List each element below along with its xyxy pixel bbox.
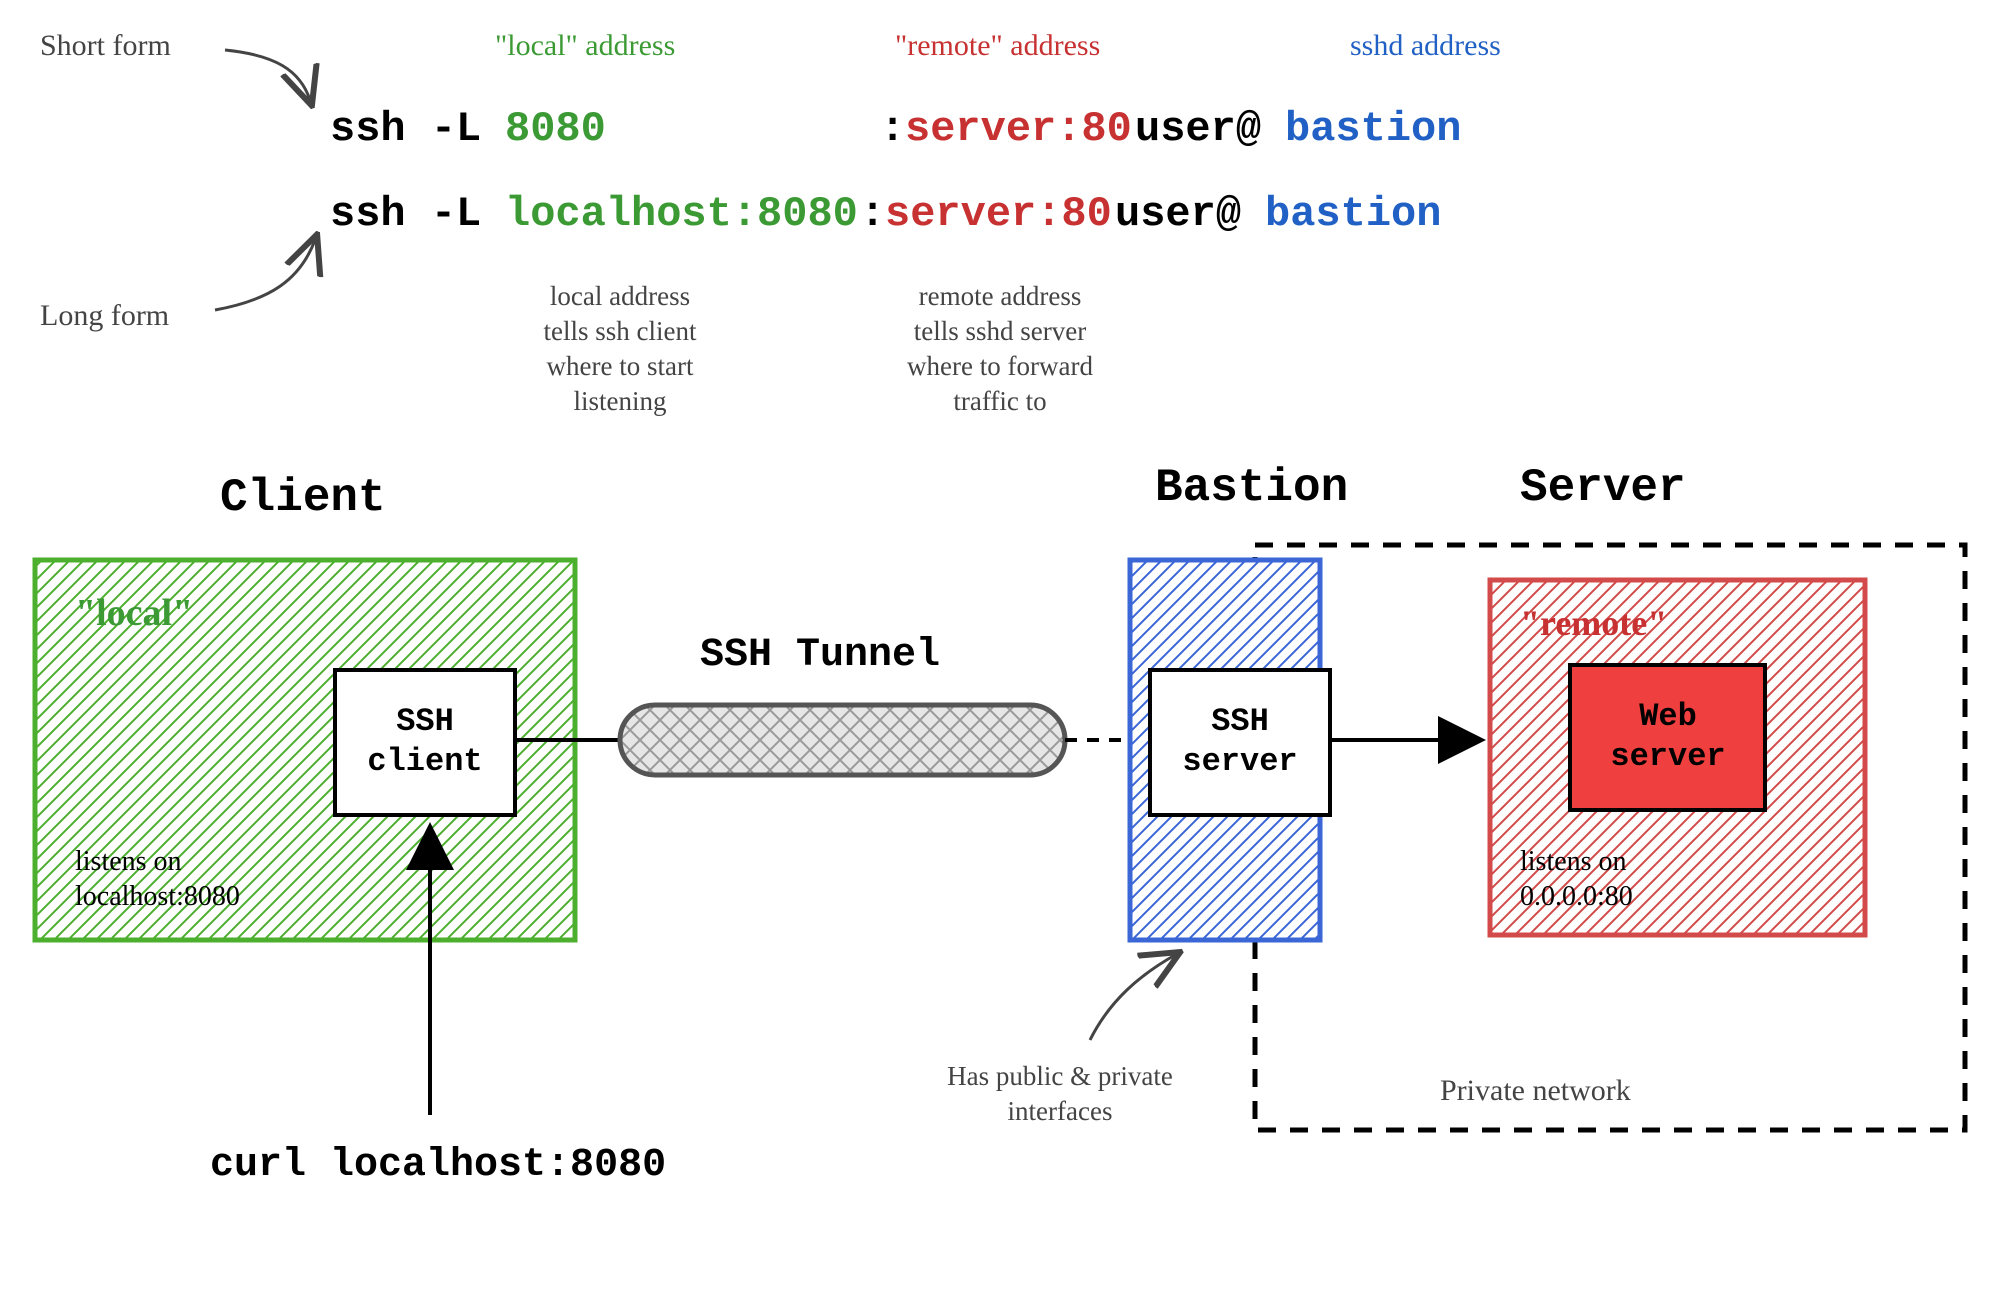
cmd-remote-long: server:80	[885, 190, 1112, 238]
cmd-ssh-short: ssh -L	[330, 105, 481, 153]
cmd-colon-long: :	[860, 190, 885, 238]
server-title: Server	[1520, 462, 1686, 514]
web-server-l1: Web	[1639, 698, 1697, 735]
remote-box-label: "remote"	[1520, 603, 1667, 643]
local-note: local address tells ssh client where to …	[544, 281, 697, 416]
ssh-client-l2: client	[367, 743, 482, 780]
cmd-bastion-short: bastion	[1285, 105, 1461, 153]
short-form-label: Short form	[40, 29, 171, 62]
ssh-client-l1: SSH	[396, 703, 454, 740]
ssh-server-l2: server	[1182, 743, 1297, 780]
sshd-address-label: sshd address	[1350, 29, 1501, 62]
long-form-command: ssh -L localhost:8080 : server:80 user@ …	[330, 190, 1441, 238]
cmd-local-long: localhost:8080	[505, 190, 858, 238]
cmd-colon-short: :	[880, 105, 905, 153]
svg-text:interfaces: interfaces	[1008, 1096, 1113, 1126]
svg-text:localhost:8080: localhost:8080	[75, 881, 240, 912]
cmd-bastion-long: bastion	[1265, 190, 1441, 238]
bastion-title: Bastion	[1155, 462, 1348, 514]
svg-text:traffic to: traffic to	[953, 386, 1046, 416]
svg-text:tells ssh client: tells ssh client	[544, 316, 697, 346]
remote-address-label: "remote" address	[895, 29, 1100, 62]
cmd-remote-short: server:80	[905, 105, 1132, 153]
svg-text:Has public & private: Has public & private	[947, 1061, 1173, 1091]
svg-text:listens on: listens on	[1520, 846, 1627, 877]
curl-command: curl localhost:8080	[210, 1143, 666, 1188]
svg-text:listens on: listens on	[75, 846, 182, 877]
ssh-server-l1: SSH	[1211, 703, 1269, 740]
tunnel-label: SSH Tunnel	[700, 633, 940, 678]
long-form-label: Long form	[40, 299, 169, 332]
svg-text:0.0.0.0:80: 0.0.0.0:80	[1520, 881, 1633, 912]
local-address-label: "local" address	[495, 29, 675, 62]
bastion-note-arrow	[1090, 955, 1175, 1040]
svg-text:where to forward: where to forward	[907, 351, 1093, 381]
cmd-ssh-long: ssh -L	[330, 190, 481, 238]
client-title: Client	[220, 472, 386, 524]
svg-text:where to start: where to start	[547, 351, 694, 381]
local-box-label: "local"	[75, 592, 193, 634]
bastion-interfaces-note: Has public & private interfaces	[947, 1061, 1173, 1126]
svg-text:tells sshd server: tells sshd server	[914, 316, 1086, 346]
cmd-user-short: user@	[1135, 105, 1261, 153]
svg-text:local address: local address	[550, 281, 690, 311]
cmd-local-short: 8080	[505, 105, 606, 153]
short-form-arrow	[225, 50, 310, 100]
svg-text:listening: listening	[574, 386, 667, 416]
remote-note: remote address tells sshd server where t…	[907, 281, 1093, 416]
ssh-tunnel-diagram: Short form Long form "local" address "re…	[0, 0, 2000, 1304]
cmd-user-long: user@	[1115, 190, 1241, 238]
private-network-label: Private network	[1440, 1074, 1631, 1107]
long-form-arrow	[215, 240, 315, 310]
web-server-l2: server	[1610, 738, 1725, 775]
svg-text:remote address: remote address	[919, 281, 1082, 311]
tunnel-box	[620, 705, 1065, 775]
short-form-command: ssh -L 8080 : server:80 user@ bastion	[330, 105, 1461, 153]
